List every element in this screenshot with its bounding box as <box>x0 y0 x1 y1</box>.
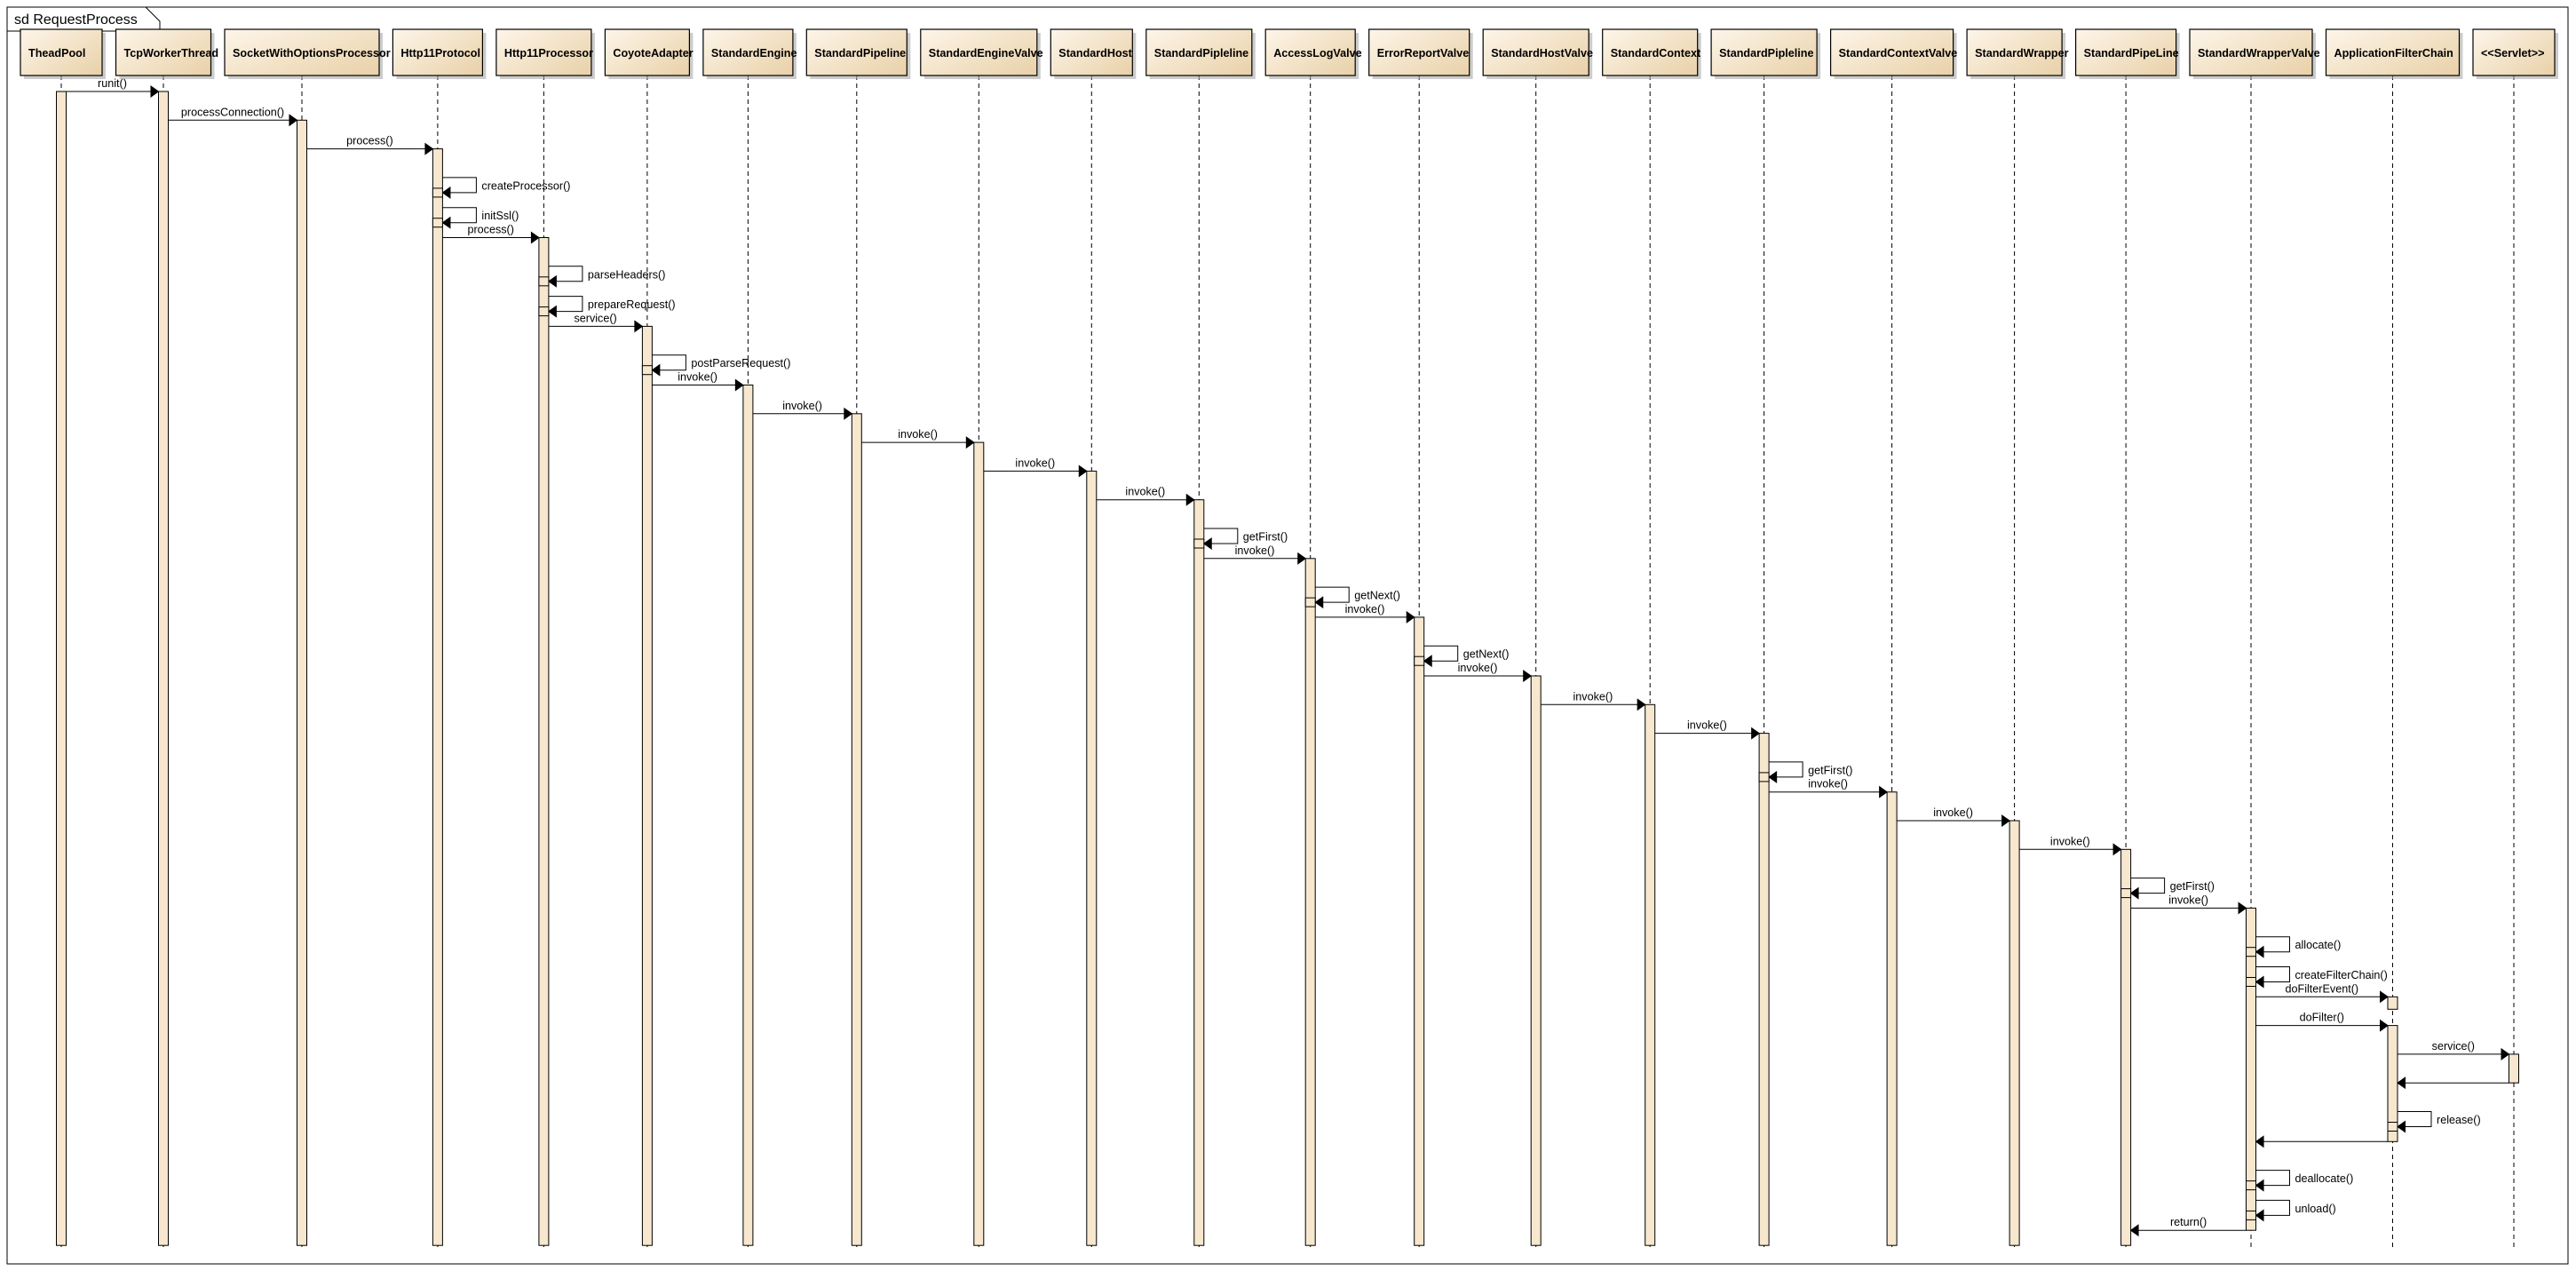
svg-text:StandardContextValve: StandardContextValve <box>1839 47 1958 60</box>
svg-text:invoke(): invoke() <box>1808 778 1848 790</box>
svg-text:service(): service() <box>574 312 616 324</box>
svg-text:release(): release() <box>2437 1114 2481 1126</box>
svg-text:AccessLogValve: AccessLogValve <box>1273 47 1361 60</box>
svg-text:deallocate(): deallocate() <box>2295 1172 2354 1185</box>
svg-text:StandardContext: StandardContext <box>1611 47 1701 60</box>
svg-text:doFilter(): doFilter() <box>2300 1012 2344 1024</box>
svg-text:invoke(): invoke() <box>1015 457 1055 469</box>
svg-text:getNext(): getNext() <box>1354 590 1400 602</box>
svg-text:createFilterChain(): createFilterChain() <box>2295 969 2388 981</box>
svg-text:StandardPipeLine: StandardPipeLine <box>2084 47 2179 60</box>
svg-text:<<Servlet>>: <<Servlet>> <box>2481 47 2544 60</box>
svg-text:StandardPipleline: StandardPipleline <box>1719 47 1813 60</box>
svg-text:invoke(): invoke() <box>782 400 822 412</box>
svg-text:process(): process() <box>346 135 392 147</box>
svg-text:invoke(): invoke() <box>898 428 938 441</box>
svg-text:process(): process() <box>467 224 513 236</box>
svg-text:invoke(): invoke() <box>678 371 717 384</box>
svg-text:SocketWithOptionsProcessor: SocketWithOptionsProcessor <box>233 47 391 60</box>
svg-text:sd RequestProcess: sd RequestProcess <box>14 12 138 28</box>
svg-text:StandardHostValve: StandardHostValve <box>1491 47 1593 60</box>
svg-text:CoyoteAdapter: CoyoteAdapter <box>613 47 693 60</box>
svg-text:return(): return() <box>2170 1216 2207 1228</box>
svg-text:processConnection(): processConnection() <box>181 106 284 118</box>
svg-text:invoke(): invoke() <box>1933 806 1973 819</box>
svg-text:invoke(): invoke() <box>1345 603 1385 616</box>
svg-text:invoke(): invoke() <box>2168 894 2208 906</box>
svg-text:invoke(): invoke() <box>1458 662 1498 674</box>
svg-text:invoke(): invoke() <box>1687 719 1727 732</box>
svg-text:StandardWrapperValve: StandardWrapperValve <box>2198 47 2320 60</box>
svg-text:StandardEngine: StandardEngine <box>711 47 797 60</box>
svg-text:unload(): unload() <box>2295 1203 2336 1215</box>
svg-text:runit(): runit() <box>98 77 127 90</box>
svg-text:TheadPool: TheadPool <box>28 47 85 60</box>
svg-text:getFirst(): getFirst() <box>2170 880 2215 893</box>
svg-text:allocate(): allocate() <box>2295 939 2342 951</box>
svg-text:invoke(): invoke() <box>1235 544 1275 557</box>
svg-text:getFirst(): getFirst() <box>1243 531 1288 544</box>
svg-text:doFilterEvent(): doFilterEvent() <box>2286 982 2359 995</box>
svg-text:TcpWorkerThread: TcpWorkerThread <box>124 47 219 60</box>
svg-text:invoke(): invoke() <box>2050 835 2090 847</box>
svg-text:Http11Protocol: Http11Protocol <box>400 47 480 60</box>
svg-text:invoke(): invoke() <box>1125 486 1165 498</box>
svg-text:getNext(): getNext() <box>1463 648 1510 661</box>
svg-text:getFirst(): getFirst() <box>1808 764 1852 776</box>
svg-text:prepareRequest(): prepareRequest() <box>588 298 676 311</box>
svg-text:initSsl(): initSsl() <box>481 210 519 222</box>
svg-text:StandardPipeline: StandardPipeline <box>814 47 906 60</box>
svg-text:parseHeaders(): parseHeaders() <box>588 268 666 281</box>
svg-text:StandardHost: StandardHost <box>1058 47 1132 60</box>
svg-text:service(): service() <box>2432 1040 2475 1053</box>
svg-text:ApplicationFilterChain: ApplicationFilterChain <box>2334 47 2453 60</box>
svg-text:invoke(): invoke() <box>1573 690 1613 703</box>
svg-text:ErrorReportValve: ErrorReportValve <box>1377 47 1470 60</box>
svg-text:createProcessor(): createProcessor() <box>481 179 570 192</box>
svg-text:StandardPipleline: StandardPipleline <box>1154 47 1248 60</box>
svg-text:Http11Processor: Http11Processor <box>504 47 593 60</box>
svg-text:StandardEngineValve: StandardEngineValve <box>929 47 1043 60</box>
svg-text:StandardWrapper: StandardWrapper <box>1975 47 2069 60</box>
svg-text:postParseRequest(): postParseRequest() <box>691 357 790 369</box>
